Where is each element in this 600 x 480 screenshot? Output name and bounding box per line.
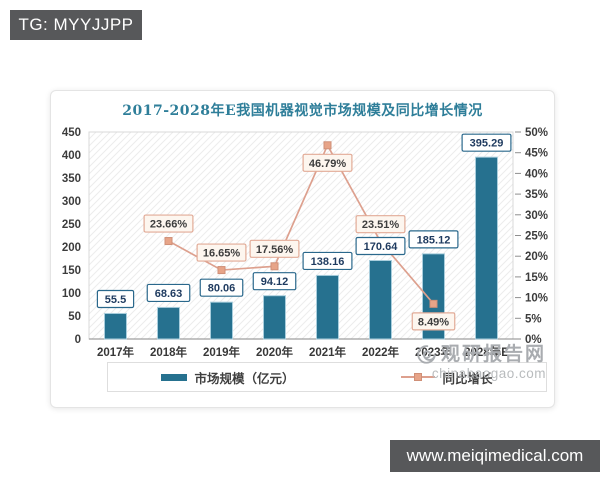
- line-label-2023年: 8.49%: [411, 312, 456, 331]
- svg-text:0: 0: [75, 334, 81, 346]
- x-axis-labels: 2017年 2018年 2019年 2020年 2021年 2022年 2023年 2028年…: [97, 345, 509, 359]
- left-axis: 0 50 100 150 200 250 300 350 400 450: [62, 127, 81, 346]
- svg-text:185.12: 185.12: [417, 234, 451, 246]
- svg-text:138.16: 138.16: [311, 256, 345, 268]
- bar-label-2019年: 80.06: [199, 278, 244, 297]
- svg-text:100: 100: [62, 288, 81, 300]
- svg-text:2018年: 2018年: [150, 345, 188, 359]
- chart-card: 2017-2028年E我国机器视觉市场规模及同比增长情况 0 50 100 150 20…: [50, 90, 555, 408]
- bar-2022年: [369, 260, 392, 340]
- svg-text:40%: 40%: [525, 168, 548, 180]
- marker-2020年: [270, 262, 279, 271]
- legend-item-market-size: 市场规模（亿元）: [161, 368, 295, 387]
- svg-text:2021年: 2021年: [309, 345, 347, 359]
- svg-text:395.29: 395.29: [470, 138, 504, 150]
- website-banner-text: www.meiqimedical.com: [406, 446, 584, 465]
- svg-text:400: 400: [62, 150, 81, 162]
- chart-title: 2017-2028年E我国机器视觉市场规模及同比增长情况: [122, 103, 483, 119]
- svg-text:20%: 20%: [525, 251, 548, 263]
- svg-text:450: 450: [62, 127, 81, 139]
- bar-label-2028年E: 395.29: [461, 133, 512, 152]
- svg-text:50%: 50%: [525, 127, 548, 139]
- svg-text:25%: 25%: [525, 231, 548, 243]
- svg-text:55.5: 55.5: [105, 294, 126, 306]
- marker-2021年: [323, 141, 332, 150]
- svg-text:17.56%: 17.56%: [256, 244, 294, 256]
- svg-text:23.51%: 23.51%: [362, 219, 400, 231]
- svg-text:50: 50: [68, 311, 81, 323]
- bar-value-labels: 55.5 68.63 80.06 94.12 138.16 170.64 185.12 395…: [96, 133, 512, 309]
- legend-label-market-size: 市场规模（亿元）: [194, 371, 295, 386]
- svg-text:2019年: 2019年: [203, 345, 241, 359]
- line-label-2019年: 16.65%: [196, 243, 247, 262]
- svg-text:5%: 5%: [525, 313, 542, 325]
- svg-text:46.79%: 46.79%: [309, 158, 347, 170]
- svg-text:68.63: 68.63: [155, 288, 183, 300]
- svg-text:35%: 35%: [525, 189, 548, 201]
- telegram-badge: TG: MYYJJPP: [10, 10, 142, 40]
- svg-text:94.12: 94.12: [261, 276, 289, 288]
- svg-text:2028年E: 2028年E: [464, 345, 509, 359]
- svg-text:250: 250: [62, 219, 81, 231]
- bar-label-2017年: 55.5: [96, 289, 135, 309]
- marker-2019年: [217, 266, 226, 275]
- bar-label-2023年: 185.12: [408, 230, 459, 249]
- legend-label-yoy-growth: 同比增长: [442, 371, 493, 386]
- legend-item-yoy-growth: 同比增长: [401, 368, 493, 387]
- watermark-logo-icon: [417, 345, 436, 365]
- bar-2028年E: [475, 156, 498, 340]
- bar-2019年: [210, 301, 233, 340]
- svg-text:30%: 30%: [525, 210, 548, 222]
- svg-text:80.06: 80.06: [208, 283, 236, 295]
- marker-2023年: [429, 299, 438, 308]
- watermark-site-domain: chinabaogao.com: [431, 365, 546, 381]
- bar-label-2018年: 68.63: [146, 283, 191, 303]
- line-label-2018年: 23.66%: [143, 214, 194, 233]
- watermark-site-name: 观研报告网: [440, 344, 546, 365]
- svg-text:45%: 45%: [525, 148, 548, 160]
- svg-text:2022年: 2022年: [362, 345, 400, 359]
- svg-text:200: 200: [62, 242, 81, 254]
- bar-label-2022年: 170.64: [355, 236, 406, 256]
- svg-text:16.65%: 16.65%: [203, 248, 241, 260]
- bar-swatch-icon: [161, 373, 188, 381]
- website-banner: www.meiqimedical.com: [390, 440, 600, 472]
- svg-text:23.66%: 23.66%: [150, 219, 188, 231]
- svg-text:150: 150: [62, 265, 81, 277]
- watermark: 观研报告网 chinabaogao.com: [416, 344, 546, 381]
- bar-label-2020年: 94.12: [252, 272, 297, 291]
- bar-2021年: [316, 274, 339, 340]
- chart-canvas: 0 50 100 150 200 250 300 350 400 450 0% 5% 10% 15% 20%…: [62, 127, 548, 359]
- line-label-2022年: 23.51%: [355, 215, 406, 234]
- svg-text:2020年: 2020年: [256, 345, 294, 359]
- svg-text:170.64: 170.64: [364, 241, 399, 253]
- line-swatch-icon: [401, 373, 436, 381]
- bar-2018年: [157, 306, 180, 340]
- svg-text:350: 350: [62, 173, 81, 185]
- telegram-badge-text: TG: MYYJJPP: [18, 15, 134, 34]
- chart-legend: 市场规模（亿元） 同比增长: [107, 362, 547, 392]
- svg-text:15%: 15%: [525, 272, 548, 284]
- svg-text:0%: 0%: [525, 334, 542, 346]
- svg-text:10%: 10%: [525, 293, 548, 305]
- line-label-2021年: 46.79%: [302, 153, 353, 172]
- svg-text:300: 300: [62, 196, 81, 208]
- bar-2017年: [104, 312, 127, 340]
- marker-2018年: [164, 237, 173, 246]
- bar-2020年: [263, 295, 286, 340]
- bar-label-2021年: 138.16: [302, 251, 353, 271]
- svg-text:8.49%: 8.49%: [418, 316, 449, 328]
- line-marker-icon: [414, 373, 423, 381]
- svg-text:2017年: 2017年: [97, 345, 135, 359]
- right-axis: 0% 5% 10% 15% 20% 25% 30% 35% 40% 45% 50%: [515, 127, 548, 346]
- line-label-2020年: 17.56%: [249, 239, 300, 258]
- line-value-labels: 23.66% 16.65% 17.56% 46.79% 23.51% 8.49%: [143, 153, 456, 331]
